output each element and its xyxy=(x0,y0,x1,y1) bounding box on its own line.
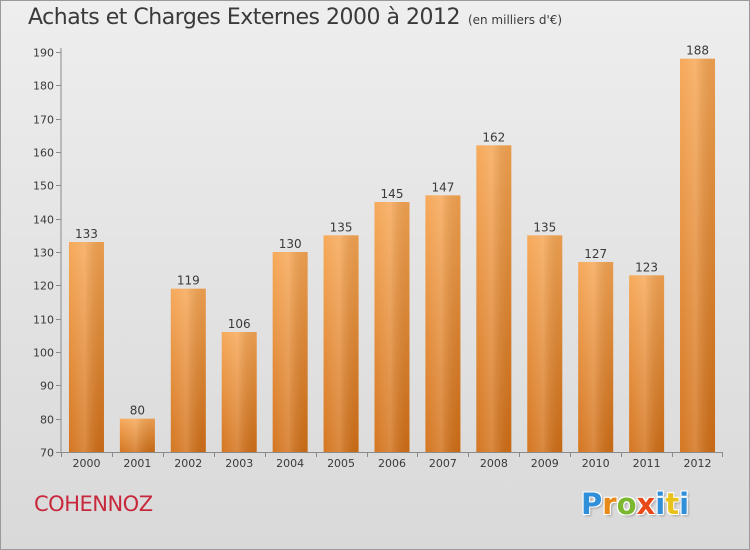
bar-shine xyxy=(170,288,206,452)
x-tick-label: 2010 xyxy=(582,457,610,470)
chart-title-text: Achats et Charges Externes 2000 à 2012 xyxy=(28,5,460,30)
bar-shine xyxy=(578,262,614,452)
y-tick-label: 90 xyxy=(40,380,54,393)
x-tick-label: 2012 xyxy=(684,457,712,470)
x-tick-label: 2003 xyxy=(225,457,253,470)
data-label: 133 xyxy=(75,227,98,241)
x-tick-label: 2009 xyxy=(531,457,559,470)
y-tick-label: 140 xyxy=(33,214,54,227)
data-label: 135 xyxy=(330,220,353,234)
data-label: 123 xyxy=(635,260,658,274)
bars xyxy=(68,58,716,453)
bar-shine xyxy=(323,235,359,452)
commune-name: COHENNOZ xyxy=(34,492,153,516)
bar-shine xyxy=(272,252,308,452)
bar-shine xyxy=(425,195,461,453)
data-label: 188 xyxy=(686,44,709,58)
y-tick-label: 80 xyxy=(40,414,54,427)
x-tick-label: 2005 xyxy=(327,457,355,470)
logo-letter: P xyxy=(581,487,603,521)
bar-shine xyxy=(629,275,665,452)
x-tick-label: 2002 xyxy=(174,457,202,470)
logo-letter: x xyxy=(636,487,656,521)
data-label: 135 xyxy=(533,220,556,234)
y-tick-label: 170 xyxy=(33,114,54,127)
logo-letter: i xyxy=(655,487,666,521)
data-label: 127 xyxy=(584,247,607,261)
bar-shine xyxy=(680,58,716,453)
data-labels: 133 80 119 106 130 135 145 147 162 135 127 123 188 xyxy=(75,44,709,418)
x-tick-label: 2007 xyxy=(429,457,457,470)
bar-shine xyxy=(374,202,410,452)
x-tick-label: 2011 xyxy=(633,457,661,470)
logo-letter: t xyxy=(665,487,680,521)
data-label: 147 xyxy=(431,180,454,194)
bar-shine xyxy=(476,145,512,453)
logo-letter: o xyxy=(616,487,637,521)
proxiti-logo: Proxiti xyxy=(581,487,689,521)
y-tick-label: 120 xyxy=(33,280,54,293)
x-tick-label: 2004 xyxy=(276,457,304,470)
y-tick-label: 180 xyxy=(33,80,54,93)
y-tick-label: 190 xyxy=(33,47,54,60)
bar-shine xyxy=(119,418,155,452)
data-label: 106 xyxy=(228,317,251,331)
y-tick-label: 150 xyxy=(33,180,54,193)
axes: 70 80 90 100 110 120 130 140 150 160 170 180 190 2000… xyxy=(33,47,723,470)
x-tick-label: 2006 xyxy=(378,457,406,470)
chart-subtitle: (en milliers d'€) xyxy=(467,13,563,27)
data-label: 80 xyxy=(130,404,145,418)
y-tick-label: 70 xyxy=(40,447,54,460)
y-tick-label: 110 xyxy=(33,314,54,327)
logo-letter: i xyxy=(679,487,690,521)
logo-letter: r xyxy=(602,487,617,521)
bar-shine xyxy=(527,235,563,452)
y-tick-label: 160 xyxy=(33,147,54,160)
bar-shine xyxy=(68,242,104,452)
data-label: 145 xyxy=(381,187,404,201)
y-tick-label: 130 xyxy=(33,247,54,260)
chart-title: Achats et Charges Externes 2000 à 2012 (e… xyxy=(28,5,562,30)
x-tick-label: 2000 xyxy=(72,457,100,470)
data-label: 162 xyxy=(482,130,505,144)
bar-shine xyxy=(221,332,257,452)
data-label: 119 xyxy=(177,274,200,288)
y-tick-label: 100 xyxy=(33,347,54,360)
x-tick-label: 2008 xyxy=(480,457,508,470)
x-tick-label: 2001 xyxy=(123,457,151,470)
data-label: 130 xyxy=(279,237,302,251)
